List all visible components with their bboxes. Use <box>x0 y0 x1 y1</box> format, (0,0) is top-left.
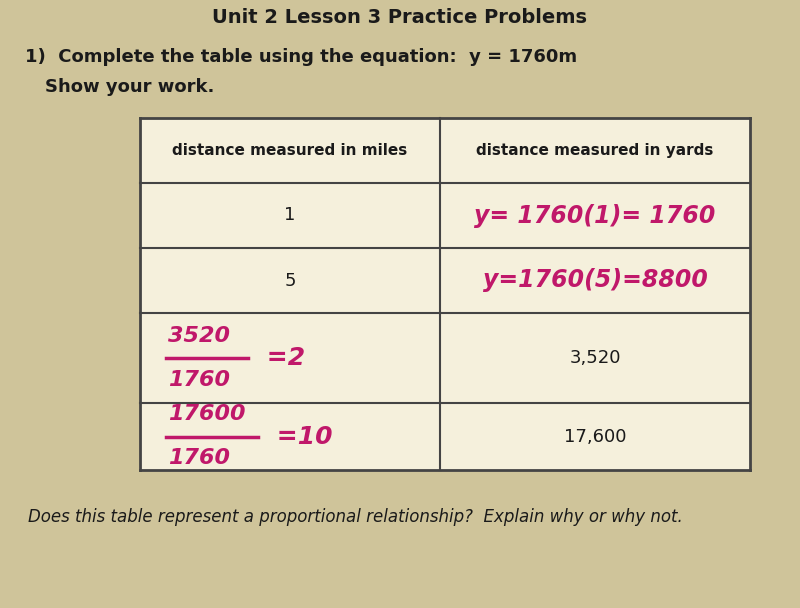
Text: y=1760(5)=8800: y=1760(5)=8800 <box>482 269 707 292</box>
Text: 1)  Complete the table using the equation:  y = 1760m: 1) Complete the table using the equation… <box>25 48 577 66</box>
Text: 3520: 3520 <box>168 326 230 346</box>
Text: 1760: 1760 <box>168 370 230 390</box>
Text: Does this table represent a proportional relationship?  Explain why or why not.: Does this table represent a proportional… <box>28 508 682 526</box>
Text: =2: =2 <box>258 346 305 370</box>
Text: y= 1760(1)= 1760: y= 1760(1)= 1760 <box>474 204 716 227</box>
Text: distance measured in yards: distance measured in yards <box>476 143 714 158</box>
Text: 17,600: 17,600 <box>564 427 626 446</box>
Text: =10: =10 <box>268 424 333 449</box>
Text: 1: 1 <box>284 207 296 224</box>
Text: Show your work.: Show your work. <box>45 78 214 96</box>
Text: 17600: 17600 <box>168 404 246 424</box>
Text: Unit 2 Lesson 3 Practice Problems: Unit 2 Lesson 3 Practice Problems <box>213 8 587 27</box>
Text: distance measured in miles: distance measured in miles <box>172 143 408 158</box>
Bar <box>140 118 750 470</box>
Text: 3,520: 3,520 <box>570 349 621 367</box>
Text: 5: 5 <box>284 272 296 289</box>
Text: 1760: 1760 <box>168 449 230 469</box>
